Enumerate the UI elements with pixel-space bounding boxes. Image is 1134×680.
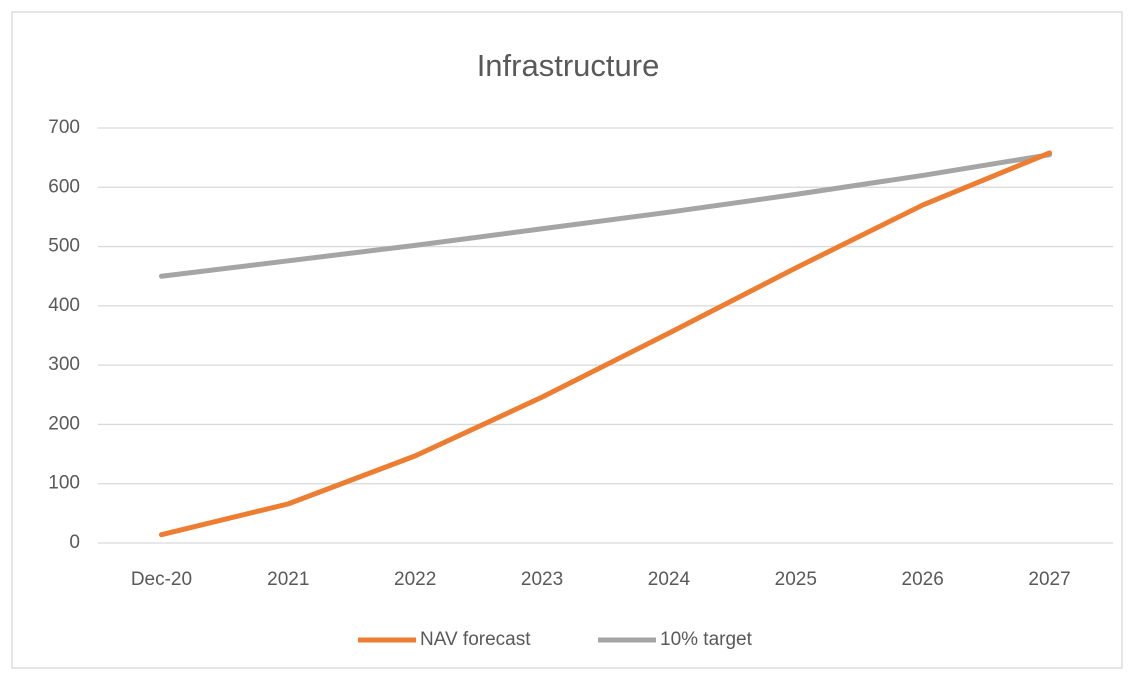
x-tick-label: 2023 — [521, 569, 563, 590]
series-line — [158, 152, 1053, 279]
y-tick-label: 0 — [69, 532, 80, 553]
x-tick-label: 2026 — [902, 569, 944, 590]
y-tick-label: 200 — [48, 413, 80, 434]
x-tick-label: 2025 — [775, 569, 817, 590]
legend-label: NAV forecast — [420, 629, 531, 650]
x-tick-label: 2022 — [394, 569, 436, 590]
x-tick-label: 2021 — [267, 569, 309, 590]
y-tick-label: 300 — [48, 354, 80, 375]
x-tick-label: 2024 — [648, 569, 691, 590]
y-tick-label: 600 — [48, 176, 80, 197]
y-tick-label: 100 — [48, 473, 80, 494]
chart-title: Infrastructure — [477, 48, 660, 83]
y-tick-label: 400 — [48, 295, 80, 316]
y-tick-label: 700 — [48, 117, 80, 138]
chart-frame — [11, 11, 1123, 669]
y-tick-label: 500 — [48, 236, 80, 257]
x-tick-label: Dec-20 — [131, 569, 192, 590]
legend-label: 10% target — [660, 629, 753, 650]
x-tick-label: 2027 — [1028, 569, 1070, 590]
series-line — [158, 150, 1053, 538]
